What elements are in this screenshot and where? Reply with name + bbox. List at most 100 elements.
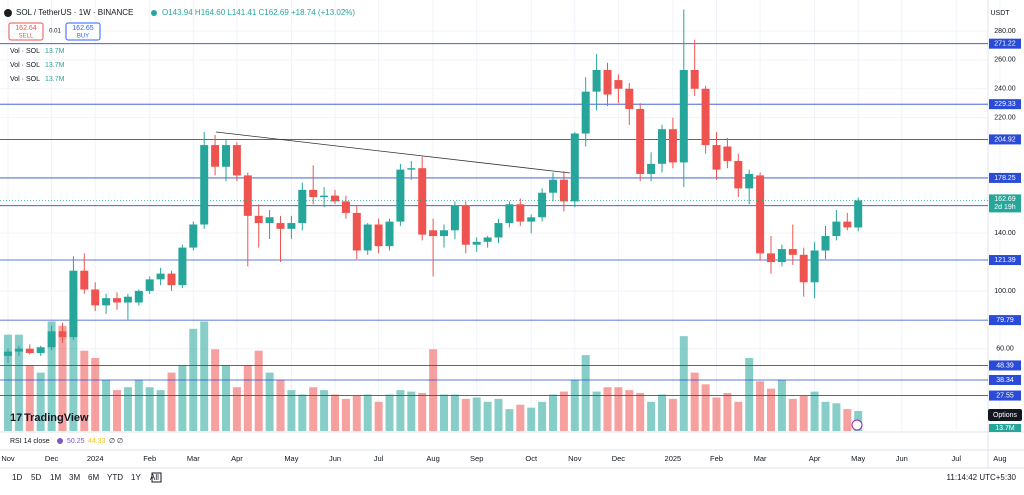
candle-body [767,253,775,263]
volume-bar [549,394,557,431]
sell-label[interactable]: SELL [19,34,34,40]
timeframe-button[interactable]: 6M [88,473,99,482]
countdown: 2d 19h [994,204,1016,211]
buy-button[interactable] [65,22,101,41]
volume-bar [440,394,448,431]
x-tick-label: Apr [809,454,821,463]
x-tick-label: Jun [896,454,908,463]
candle-body [756,175,765,254]
volume-bar [418,393,427,431]
x-tick-label: Nov [1,454,15,463]
candle-body [36,347,45,354]
timeframe-button[interactable]: 1Y [131,473,141,482]
volume-bar [494,398,503,431]
candle-body [472,241,481,245]
candle-body [679,69,688,163]
level-label: 121.39 [994,257,1016,264]
candle-body [592,69,601,92]
x-tick-label: Jul [952,454,962,463]
y-tick-label: 240.00 [994,86,1016,93]
candle-body [777,249,786,263]
candle-body [810,250,819,283]
volume-legend-name: Vol · SOL [10,62,40,69]
candles [4,9,863,364]
candle-body [25,348,34,354]
level-tag [989,38,1021,49]
timeframe-button[interactable]: 1D [12,473,22,482]
level-label: 271.22 [994,41,1016,48]
volume-bar [287,390,296,431]
rsi-extra: ∅ ∅ [109,438,123,445]
x-tick-label: 2025 [665,454,682,463]
candle-body [69,270,78,338]
volume-bar [352,395,361,431]
candle-body [418,168,427,235]
candle-body [527,217,536,222]
y-tick-label: 140.00 [994,230,1016,237]
candle-body [668,129,677,163]
level-tag [989,315,1021,326]
candle-body [821,236,830,251]
level-tag [989,374,1021,385]
x-tick-label: Nov [568,454,582,463]
timeframe-button[interactable]: 3M [69,473,80,482]
timeframe-button[interactable]: 1M [50,473,61,482]
volume-bar [4,334,12,431]
volume-bar [341,398,350,431]
sell-price[interactable]: 162.64 [15,25,37,32]
level-tag [989,134,1021,145]
volume-bar [538,401,547,431]
candle-body [854,200,863,228]
options-label[interactable]: Options [993,412,1018,419]
level-tag [989,360,1021,371]
volume-bar [603,387,612,431]
rsi-value: 44.33 [88,438,106,445]
status-dot [151,10,157,16]
rsi-icon [57,438,63,444]
volume-bar [690,372,699,431]
volume-bar [91,358,100,431]
candle-body [745,173,754,189]
level-label: 79.79 [996,317,1014,324]
sell-button[interactable] [8,22,44,41]
currency[interactable]: USDT [990,10,1010,17]
options-tag[interactable] [988,409,1022,421]
x-tick-label: Jul [374,454,384,463]
volume-bar [178,365,187,431]
volume-legend-name: Vol · SOL [10,48,40,55]
level-tag [989,255,1021,266]
event-icon[interactable] [851,419,863,431]
candle-body [254,215,263,224]
volume-bar [832,403,841,431]
buy-price[interactable]: 162.65 [72,25,94,32]
timeframe-button[interactable]: All [150,473,159,482]
price-tag-value: 162.69 [994,196,1016,203]
volume-axis-label: 13.7M [995,425,1015,432]
candle-body [91,289,100,306]
buy-label[interactable]: BUY [77,34,89,40]
date-range-icon[interactable] [151,472,162,483]
volume-bar [788,398,797,431]
candle-body [385,221,394,247]
timeframe-button[interactable]: YTD [107,473,123,482]
candle-body [396,169,405,222]
volume-bar [756,381,765,431]
volume-bars [4,317,863,431]
volume-bar [483,401,492,431]
x-tick-label: May [284,454,298,463]
candle-body [232,145,241,176]
volume-bar [723,393,732,431]
volume-bar [450,394,459,431]
volume-bar [167,372,176,431]
candle-body [701,88,710,146]
volume-bar [429,349,438,431]
volume-bar [243,365,252,431]
x-tick-label: Aug [993,454,1006,463]
timeframe-button[interactable]: 5D [31,473,41,482]
x-tick-label: Dec [45,454,59,463]
volume-bar [407,391,416,431]
candle-body [494,223,503,238]
volume-bar [276,379,285,431]
x-tick-label: Feb [143,454,156,463]
